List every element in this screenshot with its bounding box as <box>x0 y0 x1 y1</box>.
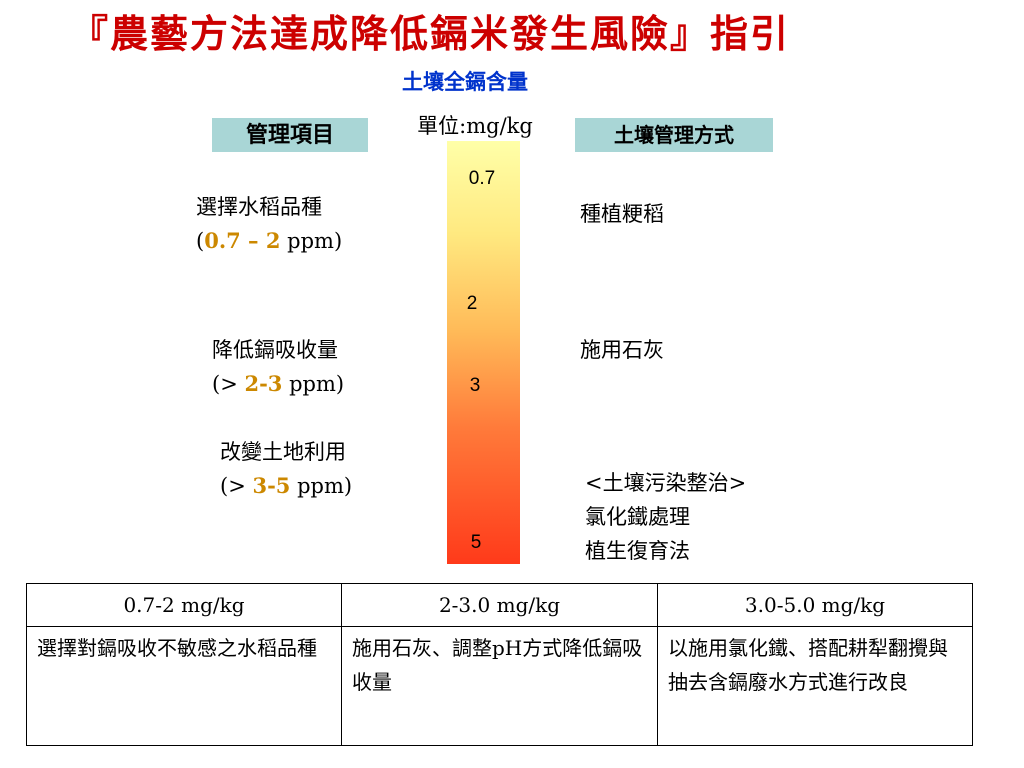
management-item-range: (> 3-5 ppm) <box>220 473 353 498</box>
table-header-cell: 3.0-5.0 mg/kg <box>657 583 973 627</box>
scale-tick-2: 2 <box>466 293 478 314</box>
table-header-row: 0.7-2 mg/kg 2-3.0 mg/kg 3.0-5.0 mg/kg <box>26 583 973 627</box>
unit-label: 單位:mg/kg <box>417 114 533 138</box>
scale-title: 土壤全鎘含量 <box>402 69 528 94</box>
management-item-3: 改變土地利用 (> 3-5 ppm) <box>220 435 352 503</box>
management-item-2: 降低鎘吸收量 (> 2-3 ppm) <box>212 333 344 401</box>
scale-tick-3: 3 <box>469 375 481 396</box>
management-item-1: 選擇水稻品種 (0.7 – 2 ppm) <box>196 190 342 258</box>
management-item-range: (> 2-3 ppm) <box>212 371 345 396</box>
soil-management-header: 土壤管理方式 <box>575 118 773 152</box>
soil-method-line: <土壤污染整治> <box>585 471 747 495</box>
soil-method-line: 植生復育法 <box>585 539 690 563</box>
table-cell: 選擇對鎘吸收不敏感之水稻品種 <box>26 626 342 746</box>
soil-method-2: 施用石灰 <box>580 338 664 362</box>
management-items-header: 管理項目 <box>212 118 368 152</box>
soil-method-1: 種植粳稻 <box>580 202 664 226</box>
soil-method-line: 氯化鐵處理 <box>585 505 690 529</box>
scale-tick-0-7: 0.7 <box>468 168 496 189</box>
page-title: 『農藝方法達成降低鎘米發生風險』指引 <box>70 11 791 56</box>
guideline-table: 0.7-2 mg/kg 2-3.0 mg/kg 3.0-5.0 mg/kg 選擇… <box>26 583 973 746</box>
table-cell: 施用石灰、調整pH方式降低鎘吸收量 <box>341 626 658 746</box>
management-item-range: (0.7 – 2 ppm) <box>196 228 343 253</box>
table-cell: 以施用氯化鐵、搭配耕犁翻攪與抽去含鎘廢水方式進行改良 <box>657 626 973 746</box>
table-row: 選擇對鎘吸收不敏感之水稻品種 施用石灰、調整pH方式降低鎘吸收量 以施用氯化鐵、… <box>26 626 973 746</box>
soil-method-3: <土壤污染整治> 氯化鐵處理 植生復育法 <box>585 466 746 568</box>
management-item-label: 選擇水稻品種 <box>196 195 322 219</box>
management-item-label: 降低鎘吸收量 <box>212 338 338 362</box>
cadmium-scale-bar <box>447 141 520 564</box>
table-header-cell: 0.7-2 mg/kg <box>26 583 342 627</box>
management-item-label: 改變土地利用 <box>220 440 346 464</box>
scale-tick-5: 5 <box>470 532 482 553</box>
table-header-cell: 2-3.0 mg/kg <box>341 583 658 627</box>
